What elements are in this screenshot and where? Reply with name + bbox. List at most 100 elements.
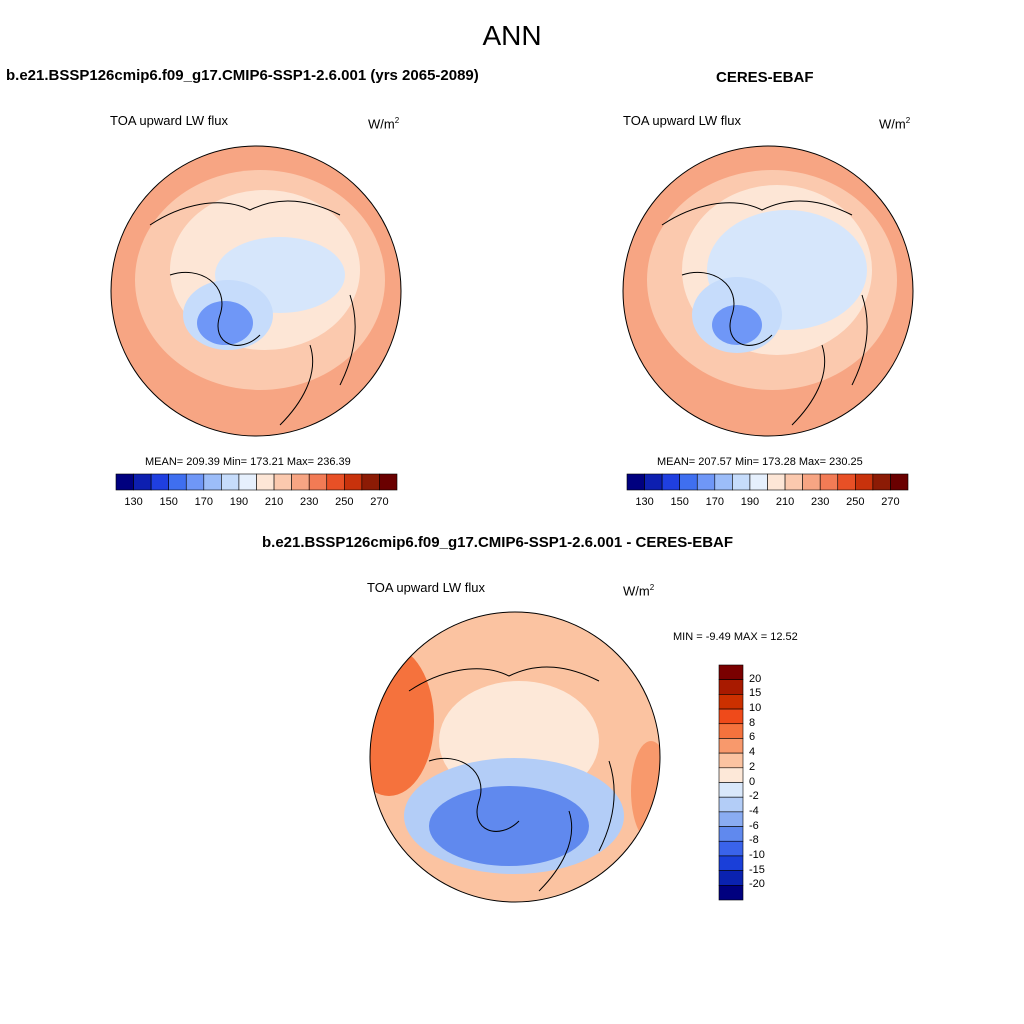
colorbar-tick-label: 8	[749, 716, 756, 729]
colorbar-tick-label: 6	[749, 731, 756, 744]
colorbar-tick-label: 190	[229, 496, 249, 508]
colorbar-tick-label: 130	[635, 496, 654, 508]
colorbar-tick-label: 10	[749, 702, 762, 715]
colorbar-tick-label: 170	[705, 496, 724, 508]
colorbar-swatch	[872, 473, 891, 491]
colorbar-swatch	[133, 473, 152, 491]
colorbar-tick-label: -4	[749, 804, 759, 817]
panel3-coastline	[408, 666, 615, 892]
panel2-coastline	[661, 200, 868, 426]
panel3-title: b.e21.BSSP126cmip6.f09_g17.CMIP6-SSP1-2.…	[262, 534, 734, 551]
colorbar-tick-label: 250	[335, 496, 354, 508]
colorbar-tick-label: 230	[300, 496, 319, 508]
colorbar-swatch	[802, 473, 821, 491]
colorbar-swatch	[661, 473, 680, 491]
colorbar-swatch	[718, 708, 744, 725]
colorbar-swatch	[718, 664, 744, 680]
colorbar-swatch	[115, 473, 134, 491]
colorbar-swatch	[718, 767, 744, 783]
panel3-units: W/m2	[623, 583, 655, 599]
colorbar-swatch	[718, 723, 744, 739]
colorbar-tick-label: -20	[749, 878, 765, 891]
colorbar-swatch	[718, 826, 744, 842]
colorbar-swatch	[890, 473, 909, 491]
panel1-map	[110, 145, 402, 437]
panel3-colorbar	[718, 664, 744, 901]
colorbar-swatch	[626, 473, 645, 491]
colorbar-swatch	[855, 473, 874, 491]
colorbar-swatch	[718, 870, 744, 886]
panel3-stats: MIN = -9.49 MAX = 12.52	[673, 631, 798, 643]
colorbar-tick-label: -10	[749, 848, 765, 861]
colorbar-tick-label: 210	[775, 496, 795, 508]
colorbar-swatch	[379, 473, 398, 491]
colorbar-swatch	[344, 473, 363, 491]
colorbar-tick-label: 20	[749, 672, 762, 685]
colorbar-swatch	[718, 796, 744, 813]
panel3-map	[369, 611, 661, 903]
figure-title: ANN	[482, 20, 542, 51]
colorbar-swatch	[221, 473, 240, 491]
panel3-map-border	[369, 611, 661, 903]
colorbar-swatch	[308, 473, 328, 491]
panel1-units: W/m2	[368, 116, 400, 132]
colorbar-tick-label: 170	[194, 496, 213, 508]
panel1-title: b.e21.BSSP126cmip6.f09_g17.CMIP6-SSP1-2.…	[6, 67, 479, 84]
colorbar-swatch	[168, 473, 187, 491]
colorbar-tick-label: -2	[749, 790, 759, 803]
colorbar-swatch	[150, 473, 169, 491]
colorbar-swatch	[718, 694, 744, 710]
panel2-map-border	[622, 145, 914, 437]
panel2-colorbar	[626, 473, 909, 491]
colorbar-swatch	[749, 473, 768, 491]
colorbar-swatch	[718, 840, 744, 857]
panel2-map	[622, 145, 914, 437]
colorbar-swatch	[291, 473, 310, 491]
panel1-field-greenland-inner	[197, 301, 253, 345]
colorbar-tick-label: 2	[749, 760, 756, 773]
panel2-title: CERES-EBAF	[716, 69, 814, 86]
colorbar-swatch	[784, 473, 803, 491]
panel1-map-border	[110, 145, 402, 437]
colorbar-swatch	[718, 885, 744, 901]
colorbar-swatch	[819, 473, 839, 491]
colorbar-swatch	[718, 855, 744, 871]
panel2-variable: TOA upward LW flux	[623, 113, 742, 128]
panel3-variable: TOA upward LW flux	[367, 580, 486, 595]
colorbar-tick-label: 15	[749, 687, 762, 700]
panel1-colorbar-ticks: 130 150 170 190 210 230 250 270	[116, 496, 397, 510]
colorbar-swatch	[714, 473, 733, 491]
panel1-variable: TOA upward LW flux	[110, 113, 229, 128]
colorbar-swatch	[238, 473, 257, 491]
colorbar-swatch	[732, 473, 751, 491]
panel2-units: W/m2	[879, 116, 911, 132]
colorbar-tick-label: 210	[264, 496, 284, 508]
colorbar-swatch	[203, 473, 222, 491]
colorbar-swatch	[767, 473, 786, 491]
panel2-field-greenland-inner	[712, 305, 762, 345]
panel3-field-warm-west	[370, 646, 434, 796]
colorbar-swatch	[718, 811, 744, 827]
colorbar-swatch	[718, 679, 744, 695]
colorbar-tick-label: 4	[749, 746, 756, 759]
colorbar-swatch	[837, 473, 856, 491]
colorbar-tick-label: 270	[881, 496, 900, 508]
colorbar-swatch	[718, 738, 744, 754]
colorbar-tick-label: 250	[846, 496, 865, 508]
panel2-stats: MEAN= 207.57 Min= 173.28 Max= 230.25	[657, 456, 863, 468]
colorbar-swatch	[644, 473, 663, 491]
colorbar-swatch	[718, 752, 744, 769]
colorbar-swatch	[273, 473, 292, 491]
colorbar-swatch	[256, 473, 275, 491]
panel3-colorbar-ticks: 20 15 10 8 6 4 2 0 -2 -4 -6 -8 -10 -15 -20	[749, 665, 789, 900]
colorbar-tick-label: -15	[749, 863, 765, 876]
panel1-coastline	[149, 200, 356, 426]
panel1-stats: MEAN= 209.39 Min= 173.21 Max= 236.39	[145, 456, 351, 468]
colorbar-tick-label: 190	[740, 496, 760, 508]
colorbar-tick-label: -6	[749, 819, 759, 832]
panel3-field-cool-inner	[429, 786, 589, 866]
colorbar-tick-label: 150	[670, 496, 689, 508]
panel3-field-warm-east	[631, 741, 660, 841]
colorbar-tick-label: 130	[124, 496, 143, 508]
colorbar-swatch	[718, 782, 744, 798]
